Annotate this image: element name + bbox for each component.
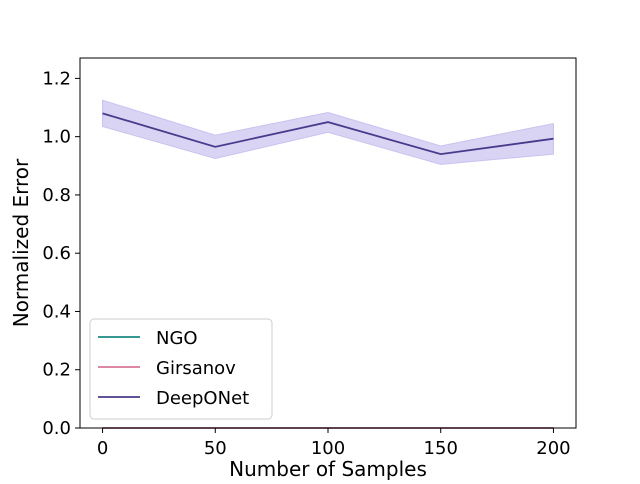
y-axis-label: Normalized Error	[9, 158, 33, 327]
y-tick-label: 1.0	[42, 127, 71, 148]
y-tick-label: 0.4	[42, 301, 71, 322]
y-tick-label: 1.2	[42, 68, 71, 89]
x-tick-label: 50	[204, 438, 227, 459]
y-tick-label: 0.6	[42, 243, 71, 264]
legend-label: NGO	[156, 328, 198, 349]
legend-box	[89, 318, 273, 420]
legend-label: DeepONet	[156, 388, 249, 409]
x-tick-label: 100	[311, 438, 345, 459]
x-ticks: 0 50 100 150 200	[97, 428, 571, 459]
y-tick-label: 0.2	[42, 360, 71, 381]
x-tick-label: 0	[97, 438, 108, 459]
x-tick-label: 150	[424, 438, 458, 459]
legend-label: Girsanov	[156, 358, 236, 379]
series-line-2	[102, 112, 554, 156]
y-tick-label: 0.0	[42, 418, 71, 439]
x-tick-label: 200	[536, 438, 570, 459]
series-band-2	[102, 99, 554, 165]
y-tick-label: 0.8	[42, 185, 71, 206]
legend: NGO Girsanov DeepONet	[89, 318, 273, 420]
x-axis-label: Number of Samples	[229, 457, 427, 480]
y-ticks: 0.0 0.2 0.4 0.6 0.8 1.0 1.2	[42, 68, 80, 439]
